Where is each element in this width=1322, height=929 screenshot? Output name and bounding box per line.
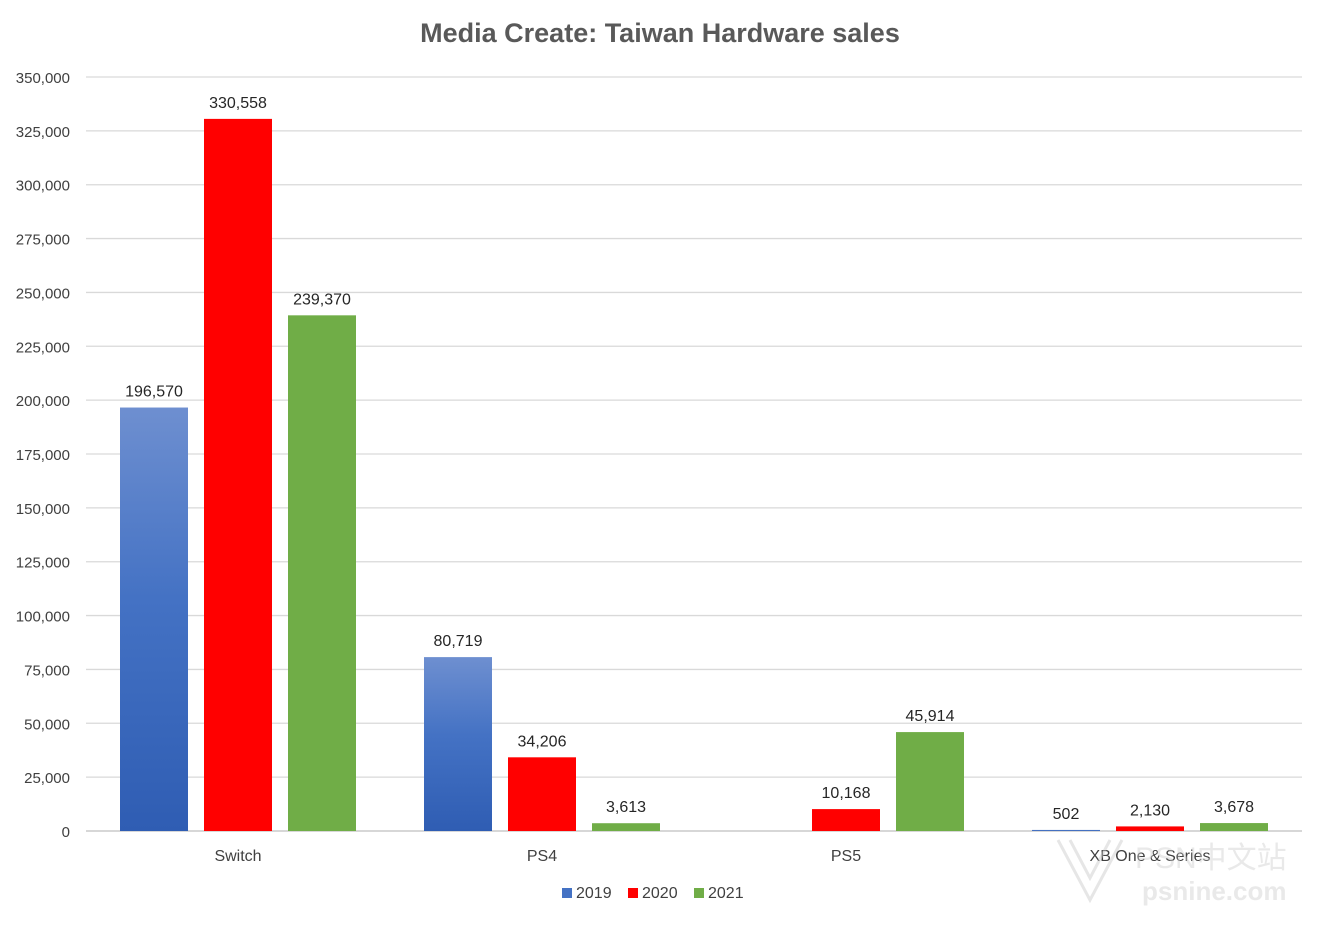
bar-2019-3 — [1032, 829, 1100, 831]
data-label: 3,678 — [1214, 799, 1254, 816]
data-label: 34,206 — [518, 733, 567, 750]
bar-2020-1 — [508, 757, 576, 831]
data-label: 2,130 — [1130, 802, 1170, 819]
y-tick-label: 50,000 — [24, 716, 70, 733]
legend-swatch-2020 — [628, 888, 638, 898]
bar-2020-2 — [812, 809, 880, 831]
y-tick-label: 100,000 — [16, 609, 70, 626]
bar-2020-0 — [204, 118, 272, 832]
y-tick-label: 275,000 — [16, 232, 70, 249]
bars — [120, 118, 1268, 832]
legend-swatch-2021 — [694, 888, 704, 898]
y-tick-label: 200,000 — [16, 393, 70, 410]
legend-label: 2020 — [642, 885, 678, 902]
data-label: 10,168 — [822, 785, 871, 802]
bar-2021-0 — [288, 315, 356, 831]
legend-swatch-2019 — [562, 888, 572, 898]
y-tick-label: 25,000 — [24, 770, 70, 787]
y-tick-label: 225,000 — [16, 339, 70, 356]
y-tick-label: 75,000 — [24, 662, 70, 679]
bar-2019-0 — [120, 407, 188, 831]
y-tick-label: 175,000 — [16, 447, 70, 464]
x-axis-ticks: Switch PS4 PS5 XB One & Series — [214, 848, 1210, 865]
y-tick-label: 125,000 — [16, 555, 70, 572]
legend-label: 2021 — [708, 885, 744, 902]
bar-2021-3 — [1200, 823, 1268, 831]
data-labels: 196,570 330,558 239,370 80,719 34,206 3,613 10… — [125, 95, 1254, 823]
y-axis-ticks: 0 25,000 50,000 75,000 100,000 125,000 150,000… — [16, 70, 70, 841]
x-tick-label: PS5 — [831, 848, 861, 865]
data-label: 3,613 — [606, 799, 646, 816]
x-tick-label: Switch — [214, 848, 261, 865]
data-label: 330,558 — [209, 95, 267, 112]
y-tick-label: 0 — [62, 824, 70, 841]
x-tick-label: PS4 — [527, 848, 557, 865]
y-tick-label: 250,000 — [16, 285, 70, 302]
data-label: 80,719 — [434, 633, 483, 650]
data-label: 502 — [1053, 806, 1080, 823]
bar-2019-1 — [424, 657, 492, 831]
data-label: 196,570 — [125, 384, 183, 401]
data-label: 239,370 — [293, 291, 351, 308]
data-label: 45,914 — [906, 708, 955, 725]
bar-2020-3 — [1116, 826, 1184, 831]
bar-2021-1 — [592, 823, 660, 831]
y-tick-label: 325,000 — [16, 124, 70, 141]
y-tick-label: 150,000 — [16, 501, 70, 518]
y-tick-label: 300,000 — [16, 178, 70, 195]
bar-2021-2 — [896, 732, 964, 831]
y-tick-label: 350,000 — [16, 70, 70, 87]
chart-title: Media Create: Taiwan Hardware sales — [420, 18, 900, 48]
x-tick-label: XB One & Series — [1090, 848, 1211, 865]
legend: 2019 2020 2021 — [562, 885, 744, 902]
legend-label: 2019 — [576, 885, 612, 902]
